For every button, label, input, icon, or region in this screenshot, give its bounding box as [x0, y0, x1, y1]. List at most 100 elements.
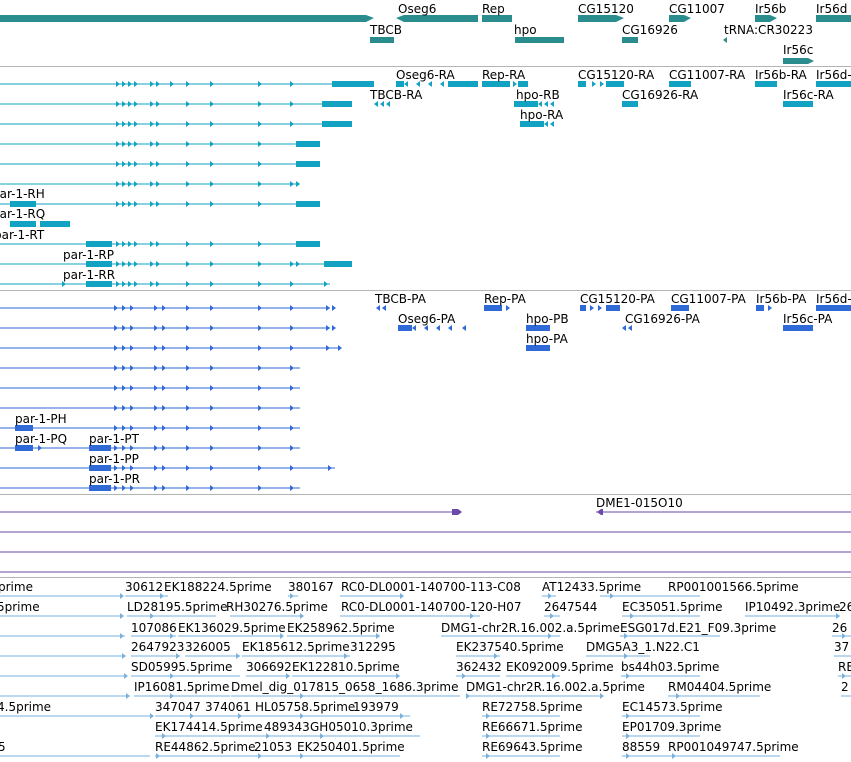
transcript-exon[interactable]	[322, 121, 352, 127]
transcript-label[interactable]: CG15120-RA	[578, 68, 655, 82]
strand-arrow[interactable]	[122, 445, 126, 451]
strand-arrow[interactable]	[768, 305, 772, 311]
gene-glyph[interactable]	[578, 15, 624, 22]
strand-arrow[interactable]	[258, 425, 262, 431]
strand-arrow[interactable]	[622, 325, 626, 331]
strand-arrow[interactable]	[154, 465, 158, 471]
transcript-exon[interactable]	[10, 221, 36, 227]
strand-arrow[interactable]	[300, 613, 304, 619]
strand-arrow[interactable]	[326, 305, 330, 311]
transcript-label[interactable]: par-1-RQ	[0, 207, 46, 221]
est-label[interactable]: EK185612.5prime	[242, 640, 350, 654]
protein-label[interactable]: par-1-PH	[15, 412, 67, 426]
transcript-exon[interactable]	[296, 161, 320, 167]
strand-arrow[interactable]	[186, 101, 190, 107]
strand-arrow[interactable]	[122, 425, 126, 431]
strand-arrow[interactable]	[290, 101, 294, 107]
transcript-label[interactable]: Ir56b-RA	[755, 68, 807, 82]
strand-arrow[interactable]	[210, 365, 214, 371]
strand-arrow[interactable]	[210, 101, 214, 107]
est-label[interactable]: RE72758.5prime	[482, 700, 583, 714]
transcript-exon[interactable]	[755, 81, 777, 87]
strand-arrow[interactable]	[122, 101, 126, 107]
strand-arrow[interactable]	[186, 161, 190, 167]
strand-arrow[interactable]	[116, 101, 120, 107]
est-label[interactable]: 347047	[155, 700, 201, 714]
strand-arrow[interactable]	[116, 141, 120, 147]
est-label[interactable]: SD05995.5prime	[131, 660, 233, 674]
strand-arrow[interactable]	[116, 81, 120, 87]
strand-arrow[interactable]	[150, 161, 154, 167]
strand-arrow[interactable]	[258, 305, 262, 311]
est-label[interactable]: EC14573.5prime	[622, 700, 723, 714]
strand-arrow[interactable]	[156, 281, 160, 287]
est-label[interactable]: EK136029.5prime	[178, 621, 286, 635]
strand-arrow[interactable]	[134, 281, 138, 287]
strand-arrow[interactable]	[290, 281, 294, 287]
strand-arrow[interactable]	[328, 465, 332, 471]
strand-arrow[interactable]	[122, 305, 126, 311]
strand-arrow[interactable]	[186, 465, 190, 471]
est-label[interactable]: RP001049747.5prime	[668, 740, 799, 754]
strand-arrow[interactable]	[150, 201, 154, 207]
est-label[interactable]: RP001001566.5prime	[668, 580, 799, 594]
strand-arrow[interactable]	[122, 485, 126, 491]
est-label[interactable]: 193979	[353, 700, 399, 714]
est-label[interactable]: AT12433.5prime	[542, 580, 642, 594]
transcript-exon[interactable]	[669, 81, 691, 87]
strand-arrow[interactable]	[154, 385, 158, 391]
strand-arrow[interactable]	[130, 305, 134, 311]
est-label[interactable]: 326005	[185, 640, 231, 654]
strand-arrow[interactable]	[300, 693, 304, 699]
strand-arrow[interactable]	[258, 325, 262, 331]
gene-label[interactable]: tRNA:CR30223	[724, 23, 813, 37]
strand-arrow[interactable]	[116, 281, 120, 287]
protein-label[interactable]: Ir56d-	[816, 292, 851, 306]
strand-arrow[interactable]	[156, 753, 160, 759]
transcript-exon[interactable]	[622, 101, 638, 107]
strand-arrow[interactable]	[296, 181, 300, 187]
gene-glyph[interactable]	[816, 15, 851, 22]
strand-arrow[interactable]	[162, 325, 166, 331]
strand-arrow[interactable]	[210, 325, 214, 331]
gene-label[interactable]: Oseg6	[398, 2, 437, 16]
strand-arrow[interactable]	[130, 485, 134, 491]
strand-arrow[interactable]	[624, 633, 628, 639]
strand-arrow[interactable]	[186, 385, 190, 391]
transcript-label[interactable]: Ir56d-	[816, 68, 851, 82]
strand-arrow[interactable]	[186, 445, 190, 451]
strand-arrow[interactable]	[170, 673, 174, 679]
strand-arrow[interactable]	[162, 485, 166, 491]
protein-segment[interactable]	[580, 305, 586, 311]
strand-arrow[interactable]	[186, 141, 190, 147]
strand-arrow[interactable]	[62, 281, 66, 287]
strand-arrow[interactable]	[162, 305, 166, 311]
strand-arrow[interactable]	[326, 325, 330, 331]
transcript-label[interactable]: par-1-RH	[0, 187, 45, 201]
transcript-exon[interactable]	[520, 121, 544, 127]
strand-arrow[interactable]	[258, 241, 262, 247]
est-label[interactable]: EK188224.5prime	[164, 580, 272, 594]
strand-arrow[interactable]	[156, 81, 160, 87]
protein-segment[interactable]	[15, 445, 33, 451]
strand-arrow[interactable]	[548, 593, 552, 599]
transcript-exon[interactable]	[86, 241, 112, 247]
strand-arrow[interactable]	[550, 121, 554, 127]
strand-arrow[interactable]	[210, 261, 214, 267]
strand-arrow[interactable]	[154, 365, 158, 371]
strand-arrow[interactable]	[376, 305, 380, 311]
strand-arrow[interactable]	[210, 445, 214, 451]
strand-arrow[interactable]	[258, 81, 262, 87]
protein-label[interactable]: TBCB-PA	[375, 292, 426, 306]
transcript-exon[interactable]	[448, 81, 478, 87]
strand-arrow[interactable]	[38, 445, 42, 451]
strand-arrow[interactable]	[412, 325, 416, 331]
gene-label[interactable]: TBCB	[370, 23, 402, 37]
gene-label[interactable]: Ir56c	[783, 43, 814, 57]
strand-arrow[interactable]	[130, 365, 134, 371]
strand-arrow[interactable]	[320, 733, 324, 739]
strand-arrow[interactable]	[210, 161, 214, 167]
gene-glyph[interactable]	[755, 15, 777, 22]
strand-arrow[interactable]	[128, 281, 132, 287]
strand-arrow[interactable]	[156, 141, 160, 147]
